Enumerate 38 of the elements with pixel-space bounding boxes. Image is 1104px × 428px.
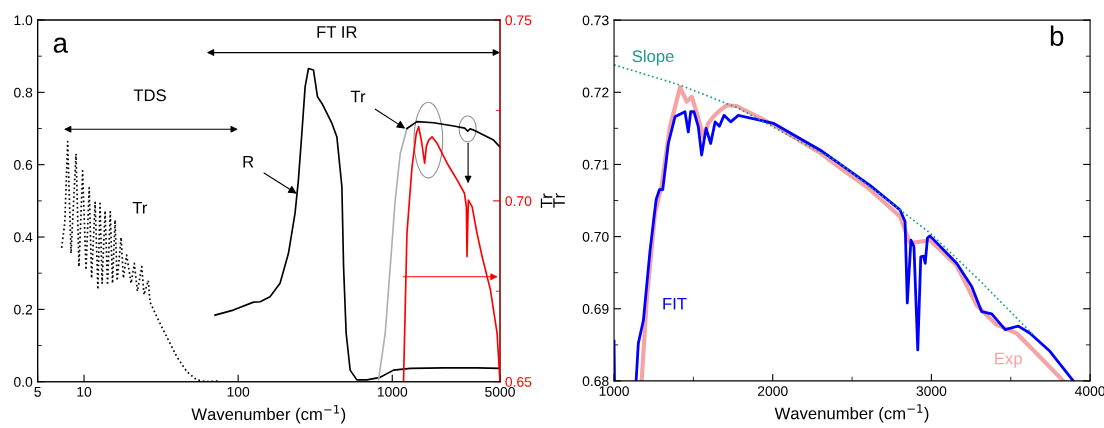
y-tick-label: 0.0 <box>14 377 33 387</box>
y-tick-label: 1.0 <box>14 15 33 26</box>
y-axis-title: Tr <box>553 193 565 208</box>
x-tick-label: 100 <box>227 386 250 397</box>
annotation: a <box>53 37 69 53</box>
y-tick-label: 0.68 <box>582 376 609 387</box>
annotation: R <box>243 155 254 168</box>
x-tick-label: 1000 <box>599 386 629 396</box>
annotation: b <box>1050 25 1064 46</box>
y-tick-label: 0.69 <box>582 304 609 314</box>
series-label: Slope <box>632 49 674 66</box>
y-tick-label: 0.6 <box>14 160 33 170</box>
x-axis-title: Wavenumber (cm$^{−1}$) <box>191 405 346 424</box>
x-axis-title: Wavenumber (cm$^{−1}$) <box>774 404 929 423</box>
y2-tick-label: 0.70 <box>505 196 532 207</box>
annotation: Tr <box>132 202 148 214</box>
x-tick-label: 5 <box>34 387 41 397</box>
x-tick-label: 1000 <box>377 386 408 397</box>
x-tick-label: 2000 <box>757 386 788 396</box>
annotation: FT IR <box>317 26 357 38</box>
y2-tick-label: 0.65 <box>505 377 532 387</box>
x-tick-label: 5000 <box>485 386 515 397</box>
x-tick-label: 4000 <box>1074 386 1104 396</box>
y2-axis-title: Tr <box>540 193 553 209</box>
y-tick-label: 0.4 <box>14 232 33 243</box>
x-tick-label: 3000 <box>916 386 947 396</box>
annotation: TDS <box>133 89 166 102</box>
series-label: Exp <box>995 352 1022 368</box>
y-tick-label: 0.70 <box>582 231 609 242</box>
y-tick-label: 0.71 <box>582 159 609 170</box>
annotation: Tr <box>350 90 366 103</box>
x-tick-label: 10 <box>77 386 92 397</box>
y-tick-label: 0.2 <box>14 304 33 315</box>
y2-tick-label: 0.75 <box>505 15 532 26</box>
y-tick-label: 0.73 <box>582 15 609 26</box>
y-tick-label: 0.8 <box>14 87 33 98</box>
y-tick-label: 0.72 <box>582 87 609 98</box>
series-label: FIT <box>663 297 687 310</box>
